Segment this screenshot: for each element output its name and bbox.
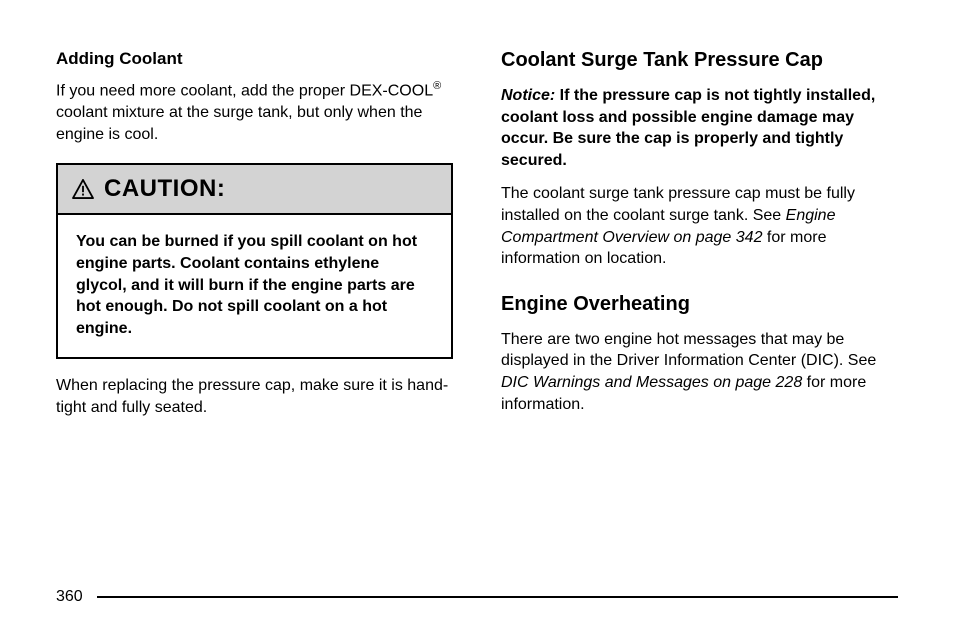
cross-reference: DIC Warnings and Messages on page 228: [501, 374, 802, 391]
paragraph-surge-tank: The coolant surge tank pressure cap must…: [501, 183, 898, 269]
caution-box: CAUTION: You can be burned if you spill …: [56, 163, 453, 359]
paragraph-engine-overheating: There are two engine hot messages that m…: [501, 329, 898, 415]
paragraph-pressure-cap: When replacing the pressure cap, make su…: [56, 375, 453, 418]
left-column: Adding Coolant If you need more coolant,…: [56, 48, 453, 433]
text-fragment: There are two engine hot messages that m…: [501, 331, 876, 370]
footer-rule: [97, 596, 898, 598]
heading-adding-coolant: Adding Coolant: [56, 48, 453, 69]
page-number: 360: [56, 588, 83, 606]
page-content: Adding Coolant If you need more coolant,…: [0, 0, 954, 433]
caution-label: CAUTION:: [104, 175, 225, 203]
text-fragment: If you need more coolant, add the proper…: [56, 83, 433, 100]
caution-header: CAUTION:: [58, 165, 451, 215]
notice-body: If the pressure cap is not tightly insta…: [501, 87, 875, 169]
heading-surge-tank-cap: Coolant Surge Tank Pressure Cap: [501, 48, 898, 73]
caution-body-text: You can be burned if you spill coolant o…: [58, 215, 451, 357]
paragraph-adding-coolant: If you need more coolant, add the proper…: [56, 79, 453, 145]
notice-paragraph: Notice: If the pressure cap is not tight…: [501, 85, 898, 171]
warning-triangle-icon: [72, 179, 94, 199]
right-column: Coolant Surge Tank Pressure Cap Notice: …: [501, 48, 898, 433]
notice-lead: Notice:: [501, 87, 555, 104]
registered-symbol: ®: [433, 80, 441, 92]
heading-engine-overheating: Engine Overheating: [501, 292, 898, 317]
page-footer: 360: [56, 588, 898, 606]
text-fragment: coolant mixture at the surge tank, but o…: [56, 104, 422, 143]
